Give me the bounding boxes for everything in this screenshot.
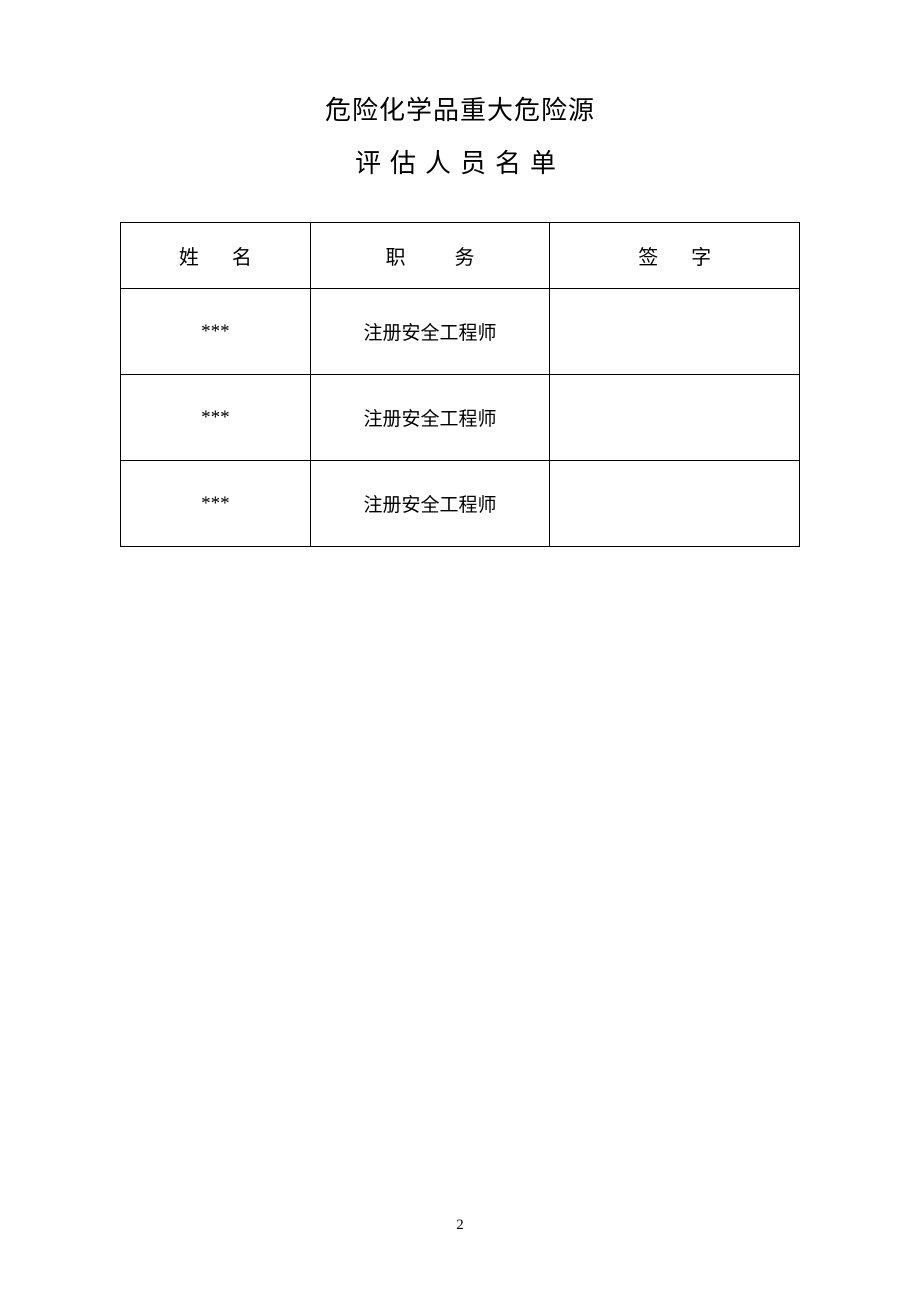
table-header-row: 姓 名 职 务 签 字 <box>121 223 800 289</box>
page-content: 危险化学品重大危险源 评估人员名单 姓 名 职 务 签 字 *** 注册安全工程… <box>0 0 920 547</box>
page-number: 2 <box>0 1217 920 1234</box>
page-title-line-1: 危险化学品重大危险源 <box>325 90 595 127</box>
cell-position: 注册安全工程师 <box>310 375 550 461</box>
page-title-line-2: 评估人员名单 <box>355 143 565 180</box>
cell-signature <box>550 375 800 461</box>
cell-name: *** <box>121 375 311 461</box>
cell-signature <box>550 461 800 547</box>
column-header-name: 姓 名 <box>121 223 311 289</box>
cell-signature <box>550 289 800 375</box>
column-header-signature: 签 字 <box>550 223 800 289</box>
table-row: *** 注册安全工程师 <box>121 461 800 547</box>
cell-position: 注册安全工程师 <box>310 461 550 547</box>
column-header-position: 职 务 <box>310 223 550 289</box>
table-row: *** 注册安全工程师 <box>121 289 800 375</box>
cell-name: *** <box>121 289 311 375</box>
roster-table: 姓 名 职 务 签 字 *** 注册安全工程师 *** 注册安全工程师 <box>120 222 800 547</box>
cell-position: 注册安全工程师 <box>310 289 550 375</box>
cell-name: *** <box>121 461 311 547</box>
table-row: *** 注册安全工程师 <box>121 375 800 461</box>
